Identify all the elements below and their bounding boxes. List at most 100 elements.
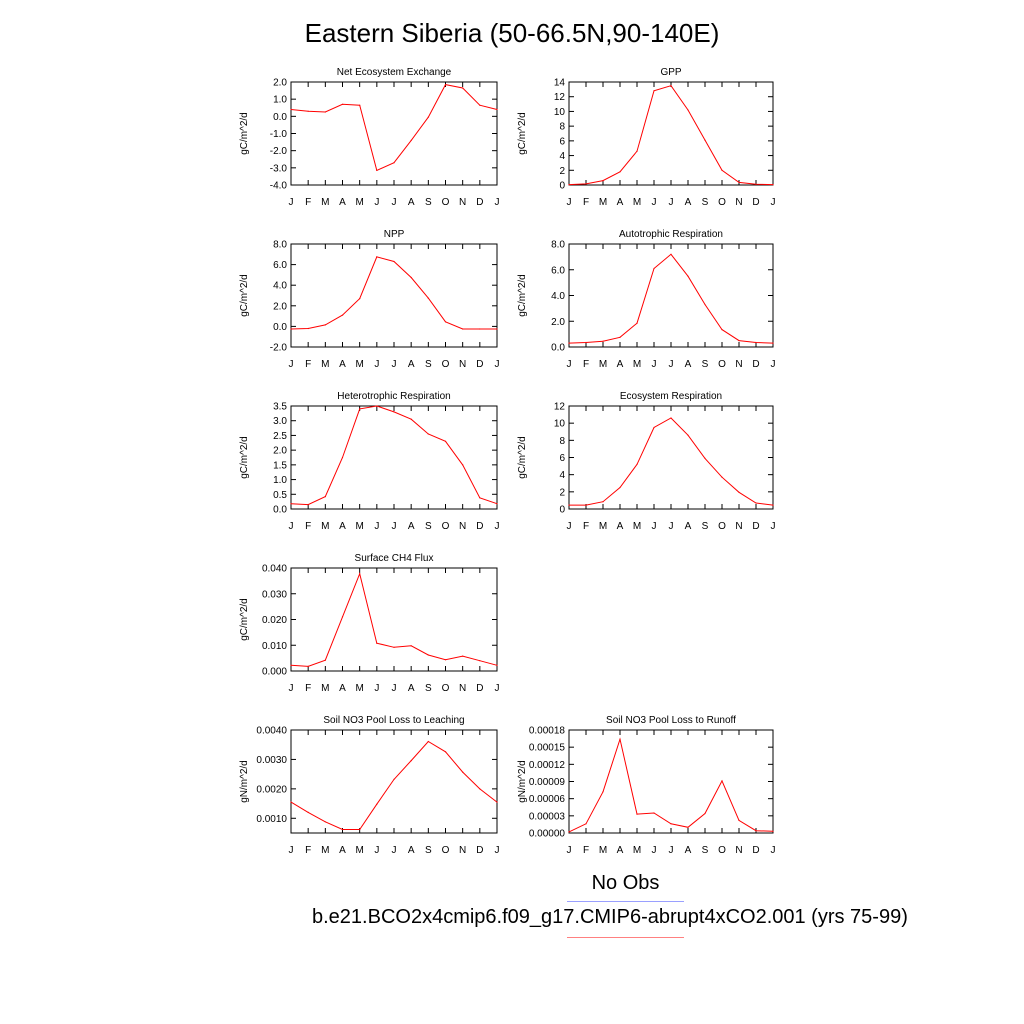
data-point [496,801,498,803]
x-tick-label: S [425,683,432,694]
data-point [619,486,621,489]
data-point [772,830,774,832]
y-tick-label: 2.0 [273,301,287,312]
series-line [290,256,497,330]
data-point [636,322,638,324]
y-tick-label: 6.0 [551,265,565,276]
data-point [462,771,464,773]
data-point [619,171,621,173]
data-point [341,828,344,831]
x-tick-label: M [633,521,641,532]
x-tick-label: D [752,359,759,370]
data-point [376,169,378,171]
series-line [568,737,774,833]
data-point [602,791,604,793]
data-point [568,342,570,344]
data-point [290,503,292,505]
x-tick-label: S [702,521,709,532]
x-tick-label: N [459,521,466,532]
y-tick-label: 2.0 [273,446,287,457]
data-point [359,408,361,410]
y-tick-label: 1.0 [273,475,287,486]
panel-title: Surface CH4 Flux [355,553,434,564]
series-line [290,84,498,172]
data-point [427,433,429,435]
x-tick-label: M [355,197,363,208]
y-axis-label: gC/m^2/d [517,112,528,155]
x-tick-label: J [289,521,294,532]
x-tick-label: F [305,521,311,532]
data-point [376,642,378,644]
x-tick-label: A [617,521,624,532]
data-point [721,329,723,331]
data-point [462,655,464,657]
panel-title: Soil NO3 Pool Loss to Leaching [323,715,464,726]
x-tick-label: M [321,845,329,856]
y-tick-label: 6 [559,453,565,464]
legend-obs-line [567,901,684,902]
data-point [341,616,344,618]
x-tick-label: J [652,521,657,532]
data-point [479,497,481,499]
x-tick-label: O [718,197,726,208]
x-tick-label: J [567,845,572,856]
x-tick-label: D [476,683,483,694]
y-tick-label: 0 [559,181,565,192]
y-tick-label: 8 [559,122,565,133]
y-tick-label: 0.00015 [529,743,566,754]
x-tick-label: S [702,359,709,370]
data-point [479,660,481,662]
y-tick-label: 0.0 [273,112,287,123]
x-tick-label: J [374,197,379,208]
x-tick-label: J [669,845,674,856]
legend-obs-label: No Obs [591,872,660,894]
data-point [410,645,412,647]
data-point [704,812,706,815]
data-point [619,336,621,338]
data-point [653,426,655,429]
x-tick-label: J [392,521,397,532]
x-tick-label: F [583,197,589,208]
x-tick-label: J [567,359,572,370]
x-tick-label: D [476,359,483,370]
data-point [755,830,757,832]
y-tick-label: 10 [554,107,566,118]
y-tick-label: 4 [559,151,565,162]
y-tick-label: 12 [554,402,566,413]
y-tick-label: 3.5 [273,402,287,413]
legend-model-label: b.e21.BCO2x4cmip6.f09_g17.CMIP6-abrupt4x… [312,906,908,928]
y-tick-label: 4.0 [551,291,565,302]
x-tick-label: J [289,359,294,370]
data-point [585,341,587,344]
panel-title: Net Ecosystem Exchange [337,67,452,78]
y-tick-label: -4.0 [270,181,288,192]
x-tick-label: A [685,197,692,208]
data-point [324,821,326,823]
data-point [496,108,498,111]
x-tick-label: J [669,521,674,532]
data-point [376,256,378,258]
data-point [755,183,757,185]
y-tick-label: 0.00000 [529,829,566,840]
data-point [687,826,689,828]
data-point [585,504,587,506]
data-point [738,340,740,342]
y-tick-label: 0.030 [262,589,287,600]
x-tick-label: D [476,845,483,856]
y-tick-label: 0.00009 [529,777,566,788]
data-point [376,803,378,805]
panel-title: Autotrophic Respiration [619,229,723,240]
x-tick-label: J [771,521,776,532]
series-line [568,253,774,344]
x-tick-label: J [669,359,674,370]
chart-panel: Surface CH4 Flux 0.040 0.030 0.020 0.010 0.00… [239,553,500,694]
y-tick-label: 0.00003 [529,811,566,822]
data-point [393,260,395,263]
y-tick-label: 0.020 [262,615,287,626]
data-point [721,476,723,478]
plot-frame [290,243,498,348]
y-tick-label: 0.0030 [256,755,287,766]
data-point [307,110,309,112]
